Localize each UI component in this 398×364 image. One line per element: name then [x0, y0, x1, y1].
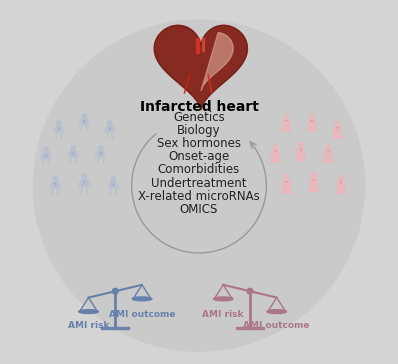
Polygon shape	[323, 153, 333, 162]
Text: Genetics: Genetics	[173, 111, 225, 124]
Polygon shape	[109, 128, 110, 129]
Polygon shape	[154, 25, 248, 110]
Circle shape	[310, 114, 314, 118]
Polygon shape	[336, 184, 346, 193]
Polygon shape	[284, 118, 289, 122]
Polygon shape	[84, 121, 85, 122]
Circle shape	[57, 121, 61, 125]
Text: Comorbidities: Comorbidities	[158, 163, 240, 177]
Polygon shape	[335, 126, 339, 130]
Circle shape	[285, 114, 288, 118]
Circle shape	[44, 147, 48, 152]
Circle shape	[312, 173, 316, 177]
Text: AMI risk: AMI risk	[68, 321, 109, 330]
Polygon shape	[43, 153, 49, 159]
Polygon shape	[73, 153, 74, 154]
Polygon shape	[273, 149, 278, 153]
Polygon shape	[282, 122, 291, 131]
Ellipse shape	[79, 310, 98, 313]
Circle shape	[33, 20, 365, 351]
Circle shape	[82, 114, 86, 118]
Polygon shape	[333, 130, 342, 138]
Text: Biology: Biology	[177, 124, 221, 137]
Polygon shape	[339, 180, 343, 184]
Polygon shape	[275, 151, 276, 152]
Text: AMI outcome: AMI outcome	[244, 321, 310, 330]
Circle shape	[53, 176, 57, 180]
Ellipse shape	[216, 298, 231, 300]
Ellipse shape	[132, 297, 152, 301]
Polygon shape	[82, 118, 87, 124]
Text: Onset-age: Onset-age	[168, 150, 230, 163]
Polygon shape	[100, 153, 101, 154]
Ellipse shape	[213, 297, 233, 301]
Text: X-related microRNAs: X-related microRNAs	[138, 190, 260, 203]
Circle shape	[336, 122, 339, 125]
Text: Infarcted heart: Infarcted heart	[140, 100, 258, 114]
Text: OMICS: OMICS	[180, 203, 218, 216]
Polygon shape	[284, 179, 289, 183]
Polygon shape	[298, 147, 303, 151]
Polygon shape	[81, 179, 88, 186]
Text: Undertreatment: Undertreatment	[151, 177, 247, 190]
Circle shape	[108, 121, 112, 125]
Circle shape	[111, 177, 116, 181]
Text: AMI risk: AMI risk	[203, 310, 244, 319]
Circle shape	[71, 146, 76, 150]
Circle shape	[273, 145, 277, 148]
Polygon shape	[271, 153, 280, 162]
Polygon shape	[281, 183, 291, 193]
Polygon shape	[111, 182, 116, 188]
Polygon shape	[326, 149, 330, 153]
Polygon shape	[46, 155, 47, 156]
Polygon shape	[154, 25, 248, 110]
Polygon shape	[296, 151, 306, 160]
Polygon shape	[311, 177, 316, 182]
Circle shape	[339, 175, 343, 179]
Circle shape	[284, 174, 289, 178]
Circle shape	[299, 143, 303, 146]
Circle shape	[112, 288, 118, 294]
Polygon shape	[70, 151, 76, 157]
Polygon shape	[107, 126, 113, 132]
Text: AMI outcome: AMI outcome	[109, 310, 175, 319]
Polygon shape	[308, 182, 319, 191]
Text: Sex hormones: Sex hormones	[157, 137, 241, 150]
Polygon shape	[98, 151, 103, 157]
Circle shape	[326, 145, 330, 148]
Polygon shape	[113, 184, 114, 185]
Ellipse shape	[267, 310, 287, 313]
Polygon shape	[307, 122, 316, 131]
Ellipse shape	[81, 310, 96, 313]
Circle shape	[99, 146, 103, 150]
Polygon shape	[52, 181, 58, 187]
Polygon shape	[56, 126, 62, 132]
Polygon shape	[310, 118, 314, 122]
Circle shape	[247, 288, 253, 294]
Ellipse shape	[135, 298, 150, 300]
Polygon shape	[201, 33, 233, 90]
Polygon shape	[84, 182, 85, 183]
Circle shape	[82, 174, 87, 178]
Ellipse shape	[269, 310, 284, 313]
